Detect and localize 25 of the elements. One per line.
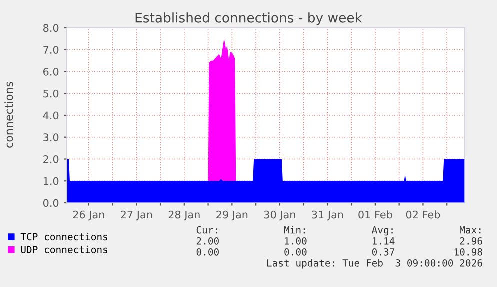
x-tick-label: 30 Jan (264, 210, 296, 221)
y-tick-label: 1.0 (44, 177, 59, 186)
text: 0.00 0.00 0.37 10.98 (196, 248, 482, 256)
legend-label: TCP connections (20, 233, 108, 241)
x-tick-label: 29 Jan (216, 210, 248, 221)
x-tick-label: 26 Jan (73, 210, 104, 221)
x-tick-label: 28 Jan (168, 210, 200, 221)
text: 2.00 1.00 1.14 2.96 (196, 237, 482, 245)
legend-label: UDP connections (21, 246, 108, 254)
x-tick-label: 27 Jan (121, 210, 152, 221)
y-tick-label: 8.0 (44, 24, 59, 32)
x-tick-label: 31 Jan (312, 210, 344, 221)
y-axis-title: connections (4, 82, 14, 148)
y-tick-label: 3.0 (44, 134, 59, 142)
x-tick-label: 02 Feb (406, 210, 440, 219)
text: Cur: Min: Avg: Max: (196, 226, 481, 236)
y-tick-label: 7.0 (44, 46, 59, 54)
x-tick-label: 01 Feb (358, 210, 392, 219)
chart-title: Established connections - by week (136, 12, 362, 26)
text: Last update: Tue Feb 3 09:00:00 2026 (267, 259, 482, 269)
y-tick-label: 5.0 (44, 90, 59, 98)
y-tick-label: 0.0 (43, 199, 59, 208)
y-tick-label: 2.0 (44, 155, 59, 164)
y-tick-label: 4.0 (43, 112, 59, 120)
y-tick-label: 6.0 (44, 68, 59, 76)
